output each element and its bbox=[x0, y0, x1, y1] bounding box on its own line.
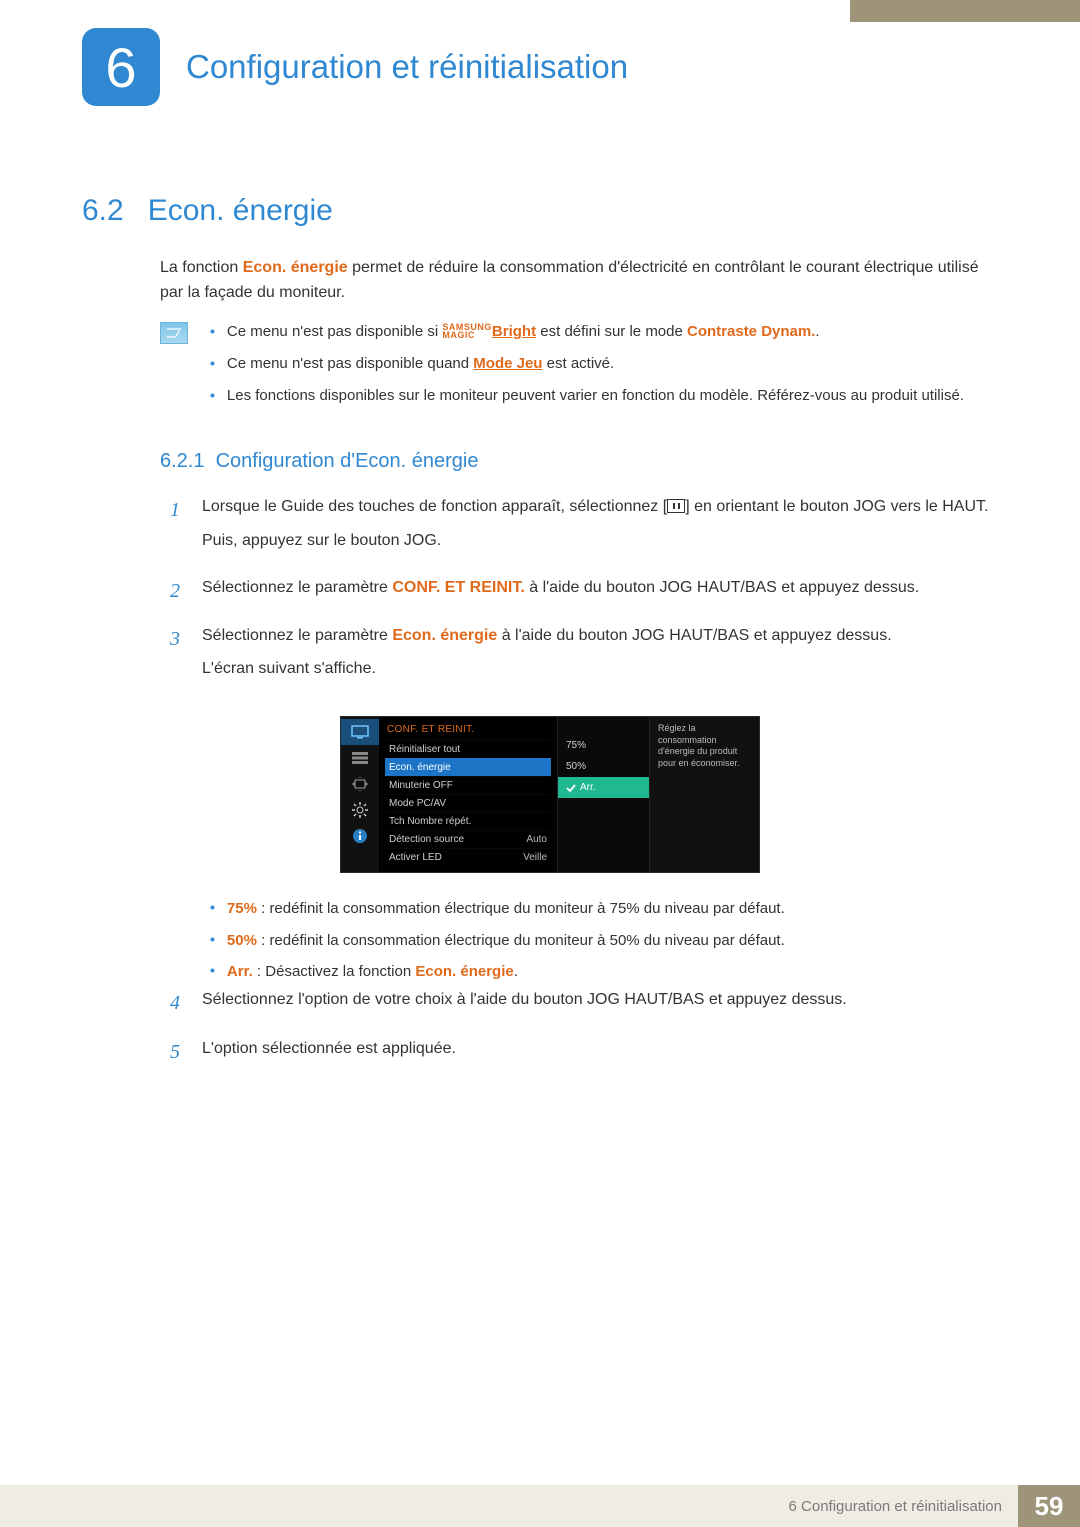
osd-expand-icon bbox=[341, 771, 379, 797]
intro-paragraph: La fonction Econ. énergie permet de rédu… bbox=[160, 256, 1000, 306]
bullet-icon: • bbox=[210, 320, 215, 344]
note-item: • Les fonctions disponibles sur le monit… bbox=[210, 384, 1000, 408]
osd-list-icon bbox=[341, 745, 379, 771]
step-5: 5 L'option sélectionnée est appliquée. bbox=[170, 1035, 1000, 1070]
opt2-label: 50% bbox=[227, 932, 257, 949]
chapter-number-badge: 6 bbox=[82, 28, 160, 106]
osd-header: CONF. ET REINIT. bbox=[385, 721, 551, 740]
note-icon bbox=[160, 322, 188, 344]
bullet-icon: • bbox=[210, 896, 215, 922]
step-number: 5 bbox=[170, 1035, 188, 1070]
step1-b: ] en orientant le bouton JOG vers le HAU… bbox=[685, 498, 988, 515]
check-icon bbox=[566, 783, 576, 793]
section-number: 6.2 bbox=[82, 194, 124, 228]
opt2-text: : redéfinit la consommation électrique d… bbox=[257, 932, 785, 949]
note-item: • Ce menu n'est pas disponible si SAMSUN… bbox=[210, 320, 1000, 344]
note1-d: Contraste Dynam. bbox=[687, 323, 815, 340]
osd-row: Réinitialiser tout bbox=[385, 740, 551, 758]
intro-prefix: La fonction bbox=[160, 259, 243, 276]
step-number: 2 bbox=[170, 575, 188, 609]
option-descriptions: • 75% : redéfinit la consommation électr… bbox=[210, 896, 1000, 991]
chapter-header: 6 Configuration et réinitialisation bbox=[82, 28, 628, 106]
chapter-title: Configuration et réinitialisation bbox=[186, 48, 628, 86]
osd-sub-option: 75% bbox=[558, 735, 649, 756]
intro-bold: Econ. énergie bbox=[243, 259, 348, 276]
bullet-icon: • bbox=[210, 928, 215, 954]
osd-sidebar bbox=[341, 717, 379, 872]
footer: 6 Configuration et réinitialisation 59 bbox=[0, 1485, 1080, 1527]
opt3-label: Arr. bbox=[227, 963, 253, 980]
osd-row: Détection sourceAuto bbox=[385, 830, 551, 848]
step1-a: Lorsque le Guide des touches de fonction… bbox=[202, 498, 667, 515]
opt3-b: : Désactivez la fonction bbox=[253, 963, 416, 980]
note2-b: Mode Jeu bbox=[473, 355, 542, 372]
footer-page-number: 59 bbox=[1018, 1485, 1080, 1527]
opt1-text: : redéfinit la consommation électrique d… bbox=[257, 900, 785, 917]
step-3: 3 Sélectionnez le paramètre Econ. énergi… bbox=[170, 623, 1000, 690]
samsung-magic-label: SAMSUNGMAGIC bbox=[442, 323, 492, 339]
step5-text: L'option sélectionnée est appliquée. bbox=[202, 1035, 456, 1062]
osd-row-selected: Econ. énergie bbox=[385, 758, 551, 776]
option-item: • 50% : redéfinit la consommation électr… bbox=[210, 928, 1000, 954]
opt3-d: . bbox=[514, 963, 518, 980]
notes-list: • Ce menu n'est pas disponible si SAMSUN… bbox=[210, 320, 1000, 416]
osd-row: Activer LEDVeille bbox=[385, 848, 551, 866]
osd-row: Minuterie OFF bbox=[385, 776, 551, 794]
note1-a: Ce menu n'est pas disponible si bbox=[227, 323, 443, 340]
step3-d: L'écran suivant s'affiche. bbox=[202, 656, 892, 682]
note-item: • Ce menu n'est pas disponible quand Mod… bbox=[210, 352, 1000, 376]
subsection-heading: 6.2.1 Configuration d'Econ. énergie bbox=[160, 450, 479, 473]
osd-main-list: CONF. ET REINIT. Réinitialiser tout Econ… bbox=[379, 717, 557, 872]
subsection-number: 6.2.1 bbox=[160, 450, 204, 472]
step-number: 1 bbox=[170, 494, 188, 561]
osd-screenshot: CONF. ET REINIT. Réinitialiser tout Econ… bbox=[340, 716, 760, 873]
step2-c: à l'aide du bouton JOG HAUT/BAS et appuy… bbox=[525, 579, 919, 596]
step-number: 3 bbox=[170, 623, 188, 690]
note1-c: est défini sur le mode bbox=[536, 323, 687, 340]
osd-sub-option: 50% bbox=[558, 756, 649, 777]
note3: Les fonctions disponibles sur le moniteu… bbox=[227, 384, 964, 408]
note1-e: . bbox=[815, 323, 819, 340]
top-accent-bar bbox=[850, 0, 1080, 22]
menu-square-icon bbox=[667, 499, 685, 513]
subsection-title: Configuration d'Econ. énergie bbox=[216, 450, 479, 472]
bullet-icon: • bbox=[210, 384, 215, 408]
option-item: • 75% : redéfinit la consommation électr… bbox=[210, 896, 1000, 922]
step3-a: Sélectionnez le paramètre bbox=[202, 627, 392, 644]
opt1-label: 75% bbox=[227, 900, 257, 917]
osd-info-icon bbox=[341, 823, 379, 849]
step2-a: Sélectionnez le paramètre bbox=[202, 579, 392, 596]
step4-text: Sélectionnez l'option de votre choix à l… bbox=[202, 986, 847, 1013]
steps-list: 1 Lorsque le Guide des touches de foncti… bbox=[170, 494, 1000, 704]
step3-b: Econ. énergie bbox=[392, 627, 497, 644]
opt3-c: Econ. énergie bbox=[415, 963, 513, 980]
osd-sub-option-selected: Arr. bbox=[558, 777, 649, 798]
step-1: 1 Lorsque le Guide des touches de foncti… bbox=[170, 494, 1000, 561]
bullet-icon: • bbox=[210, 352, 215, 376]
step1-c: Puis, appuyez sur le bouton JOG. bbox=[202, 528, 988, 554]
step2-b: CONF. ET REINIT. bbox=[392, 579, 524, 596]
step-4: 4 Sélectionnez l'option de votre choix à… bbox=[170, 986, 1000, 1021]
osd-help-text: Réglez la consommation d'énergie du prod… bbox=[649, 717, 759, 872]
steps-continued: 4 Sélectionnez l'option de votre choix à… bbox=[170, 986, 1000, 1084]
option-item: • Arr. : Désactivez la fonction Econ. én… bbox=[210, 959, 1000, 985]
note2-a: Ce menu n'est pas disponible quand bbox=[227, 355, 473, 372]
osd-row: Tch Nombre répét. bbox=[385, 812, 551, 830]
note2-c: est activé. bbox=[542, 355, 614, 372]
osd-submenu: 75% 50% Arr. bbox=[557, 717, 649, 872]
osd-gear-icon bbox=[341, 797, 379, 823]
step3-c: à l'aide du bouton JOG HAUT/BAS et appuy… bbox=[497, 627, 891, 644]
footer-label: 6 Configuration et réinitialisation bbox=[0, 1485, 1018, 1527]
bullet-icon: • bbox=[210, 959, 215, 985]
step-2: 2 Sélectionnez le paramètre CONF. ET REI… bbox=[170, 575, 1000, 609]
note1-bright: Bright bbox=[492, 323, 536, 340]
osd-monitor-icon bbox=[341, 719, 379, 745]
osd-row: Mode PC/AV bbox=[385, 794, 551, 812]
step-number: 4 bbox=[170, 986, 188, 1021]
section-heading: 6.2 Econ. énergie bbox=[82, 194, 333, 228]
section-title: Econ. énergie bbox=[148, 194, 333, 228]
